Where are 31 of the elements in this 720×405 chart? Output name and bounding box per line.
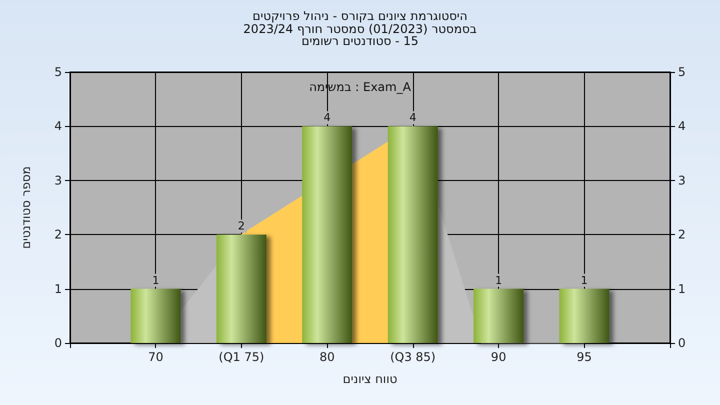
x-tick-label: 70 — [148, 350, 164, 364]
x-tick-label: (Q1 75) — [218, 350, 264, 364]
y2-tick-label: 0 — [678, 336, 686, 350]
bar — [474, 288, 524, 343]
data-label: 2 — [238, 220, 245, 233]
y2-tick-label: 2 — [678, 228, 686, 242]
x-axis-title: טווח ציונים — [342, 372, 398, 386]
y2-tick-label: 3 — [678, 173, 686, 188]
y-tick-label: 1 — [54, 282, 62, 296]
y2-tick-label: 4 — [678, 119, 686, 134]
y-tick-label: 3 — [54, 173, 62, 188]
bar — [559, 288, 610, 343]
y-axis-title: מספר סטודנטים — [19, 166, 33, 249]
y-tick-label: 2 — [54, 228, 62, 242]
chart-title: היסטוגרמת ציונים בקורס - ניהול פרויקטים בסמסטר (01/2023) סמסטר חורף 2023/24 15 - סטודנטים רשומים — [242, 9, 478, 48]
x-tick-label: 90 — [490, 350, 506, 364]
y-tick-label: 5 — [54, 65, 62, 79]
data-label: 4 — [324, 111, 331, 124]
data-label: 1 — [580, 274, 588, 287]
y-tick-label: 4 — [54, 119, 62, 134]
y-tick-label: 0 — [54, 336, 62, 350]
x-tick-label: 80 — [320, 350, 335, 364]
x-tick-label: 95 — [576, 350, 592, 364]
bar — [216, 234, 266, 343]
data-label: 4 — [409, 111, 416, 124]
y2-tick-label: 1 — [678, 282, 686, 296]
x-tick-label: (Q3 85) — [390, 350, 436, 364]
bar — [130, 288, 181, 343]
data-label: 1 — [152, 274, 160, 287]
y2-tick-label: 5 — [678, 65, 686, 79]
data-label: 1 — [495, 274, 502, 287]
